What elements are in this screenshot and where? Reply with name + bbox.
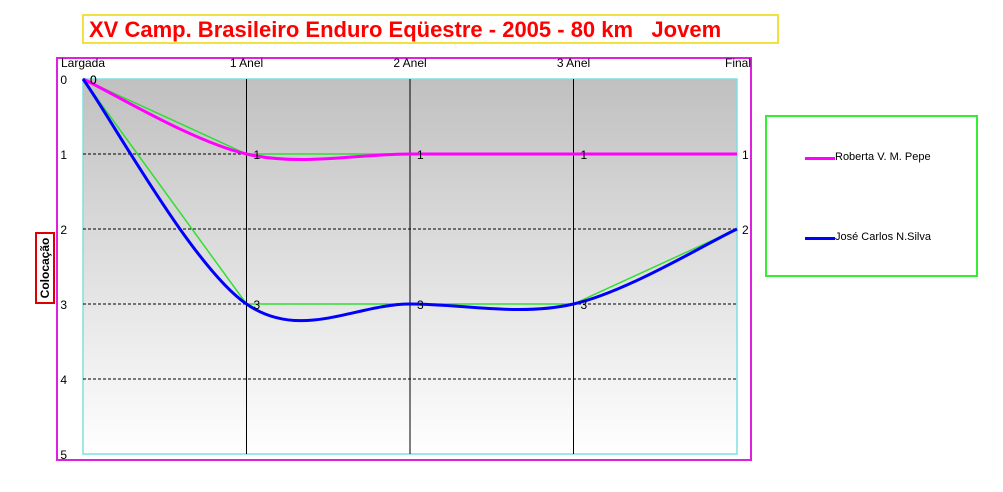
- data-label: 3: [254, 298, 261, 312]
- series-line: [81, 78, 738, 323]
- legend-swatch: [805, 157, 835, 160]
- chart-title-box: XV Camp. Brasileiro Enduro Eqüestre - 20…: [82, 14, 779, 44]
- data-label: 2: [742, 223, 749, 237]
- y-tick-label: 1: [60, 148, 67, 162]
- data-label: 3: [581, 298, 588, 312]
- legend-label: Roberta V. M. Pepe: [835, 151, 931, 163]
- y-tick-label: 0: [60, 73, 67, 87]
- y-axis-label-box: Colocação: [35, 232, 55, 304]
- plot-frame: [56, 57, 752, 461]
- legend-swatch: [805, 237, 835, 240]
- data-label: 0: [90, 73, 97, 87]
- y-axis-label: Colocação: [38, 237, 52, 299]
- y-tick-label: 4: [60, 373, 67, 387]
- legend-label: José Carlos N.Silva: [835, 231, 931, 243]
- y-tick-label: 5: [60, 448, 67, 462]
- x-tick-label: 2 Anel: [393, 56, 426, 70]
- y-tick-label: 3: [60, 298, 67, 312]
- data-label: 1: [742, 148, 749, 162]
- data-label: 0: [90, 73, 97, 87]
- legend: Roberta V. M. Pepe José Carlos N.Silva: [765, 115, 978, 277]
- x-tick-label: 3 Anel: [557, 56, 590, 70]
- chart-title: XV Camp. Brasileiro Enduro Eqüestre - 20…: [89, 17, 722, 42]
- data-label: 1: [417, 148, 424, 162]
- data-label: 1: [581, 148, 588, 162]
- y-tick-label: 2: [60, 223, 67, 237]
- data-label: 1: [254, 148, 261, 162]
- x-tick-label: 1 Anel: [230, 56, 263, 70]
- x-tick-label: Largada: [61, 56, 105, 70]
- series-line: [82, 77, 737, 162]
- data-label: 3: [417, 298, 424, 312]
- x-tick-label: Final: [725, 56, 751, 70]
